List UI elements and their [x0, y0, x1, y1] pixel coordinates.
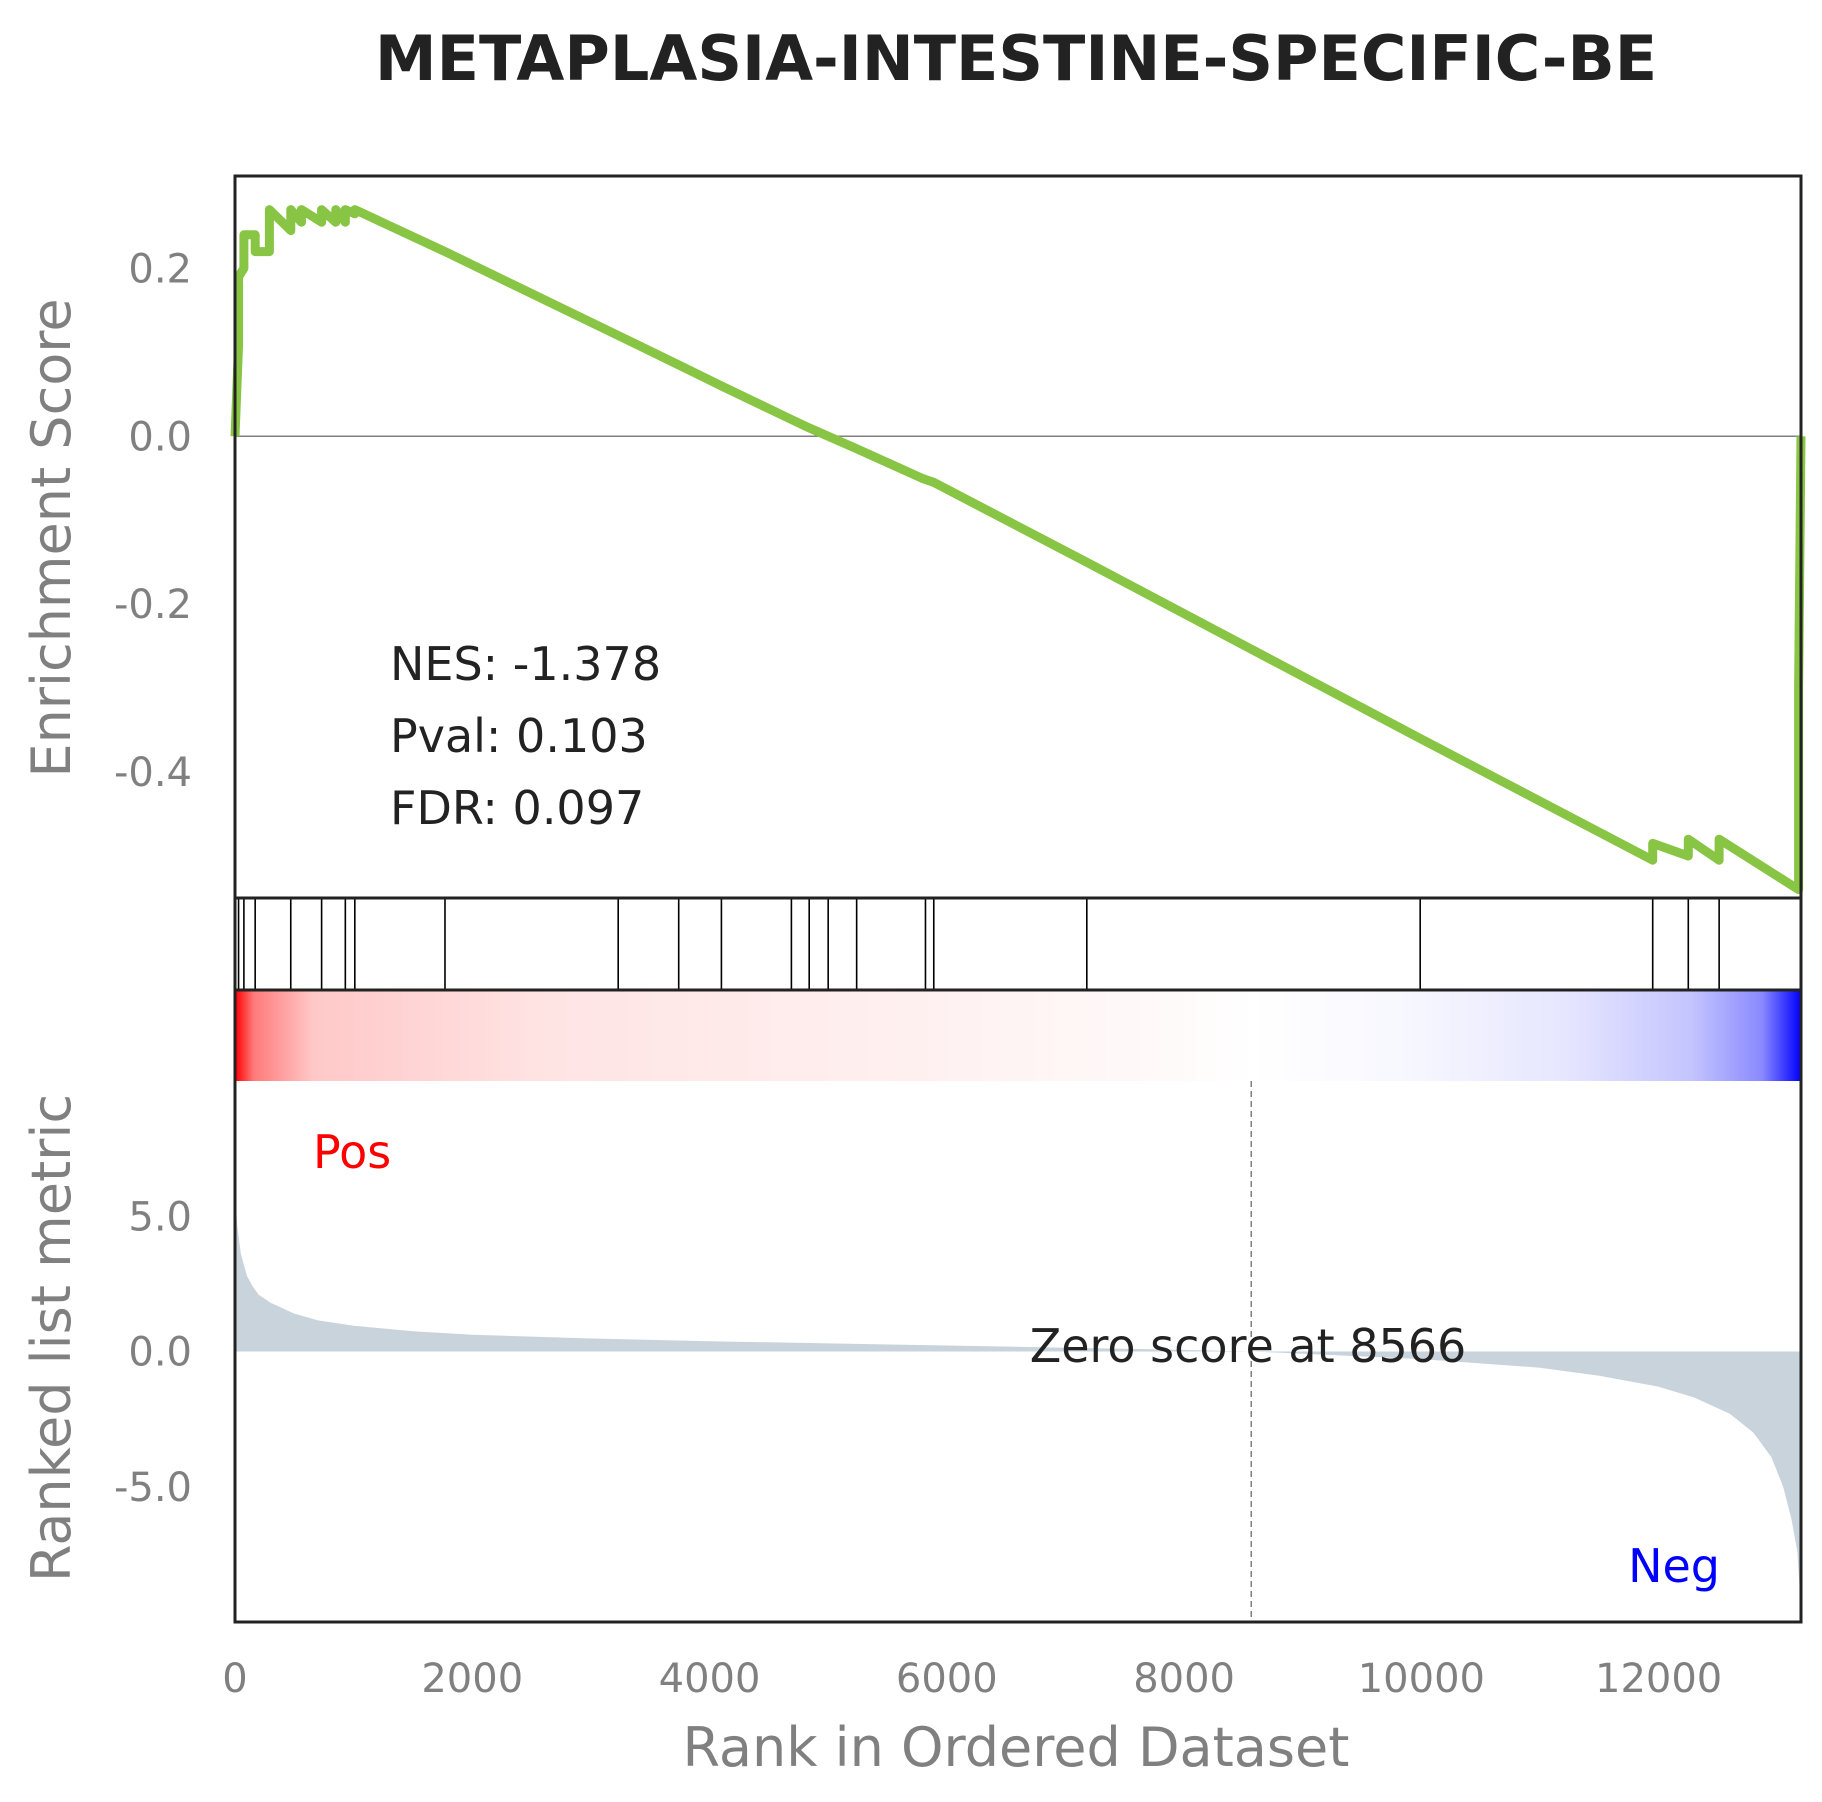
es-y-axis-ticks: 0.2 0.0 -0.2 -0.4 — [114, 246, 192, 796]
x-tick-label: 4000 — [659, 1656, 761, 1702]
ranked-metric-area — [235, 1194, 1801, 1612]
x-tick-label: 12000 — [1595, 1656, 1722, 1702]
es-panel: 0.2 0.0 -0.2 -0.4 NES: -1.378 Pval: 0.103 F… — [114, 174, 1806, 900]
es-y-tick-label: -0.2 — [114, 582, 192, 628]
metric-y-tick-label: 0.0 — [128, 1330, 192, 1376]
metric-y-axis-label: Ranked list metric — [20, 1094, 83, 1582]
metric-y-tick-label: -5.0 — [114, 1465, 192, 1511]
x-tick-label: 8000 — [1133, 1656, 1235, 1702]
pval-label: Pval: 0.103 — [390, 709, 648, 763]
metric-y-tick-label: 5.0 — [128, 1194, 192, 1240]
es-y-tick-label: -0.4 — [114, 750, 192, 796]
rank-color-bar — [235, 990, 1801, 1081]
neg-label: Neg — [1628, 1539, 1720, 1593]
fdr-label: FDR: 0.097 — [390, 781, 644, 835]
x-tick-label: 10000 — [1358, 1656, 1485, 1702]
x-tick-label: 0 — [222, 1656, 247, 1702]
es-y-axis-label: Enrichment Score — [20, 298, 83, 777]
enrichment-score-line — [230, 205, 1806, 895]
es-y-tick-label: 0.0 — [128, 414, 192, 460]
zero-score-label: Zero score at 8566 — [1030, 1319, 1467, 1373]
pos-label: Pos — [313, 1125, 391, 1179]
x-tick-label: 2000 — [421, 1656, 523, 1702]
metric-panel: 5.0 0.0 -5.0 Pos Neg Zero score at 8566 — [114, 1081, 1801, 1622]
chart-title: METAPLASIA-INTESTINE-SPECIFIC-BE — [375, 22, 1657, 95]
metric-y-axis-ticks: 5.0 0.0 -5.0 — [114, 1194, 192, 1511]
metric-panel-frame — [233, 988, 1803, 1624]
nes-label: NES: -1.378 — [390, 637, 661, 691]
es-y-tick-label: 0.2 — [128, 246, 192, 292]
x-axis-ticks: 0 2000 4000 6000 8000 10000 12000 — [222, 1656, 1722, 1702]
hit-panel-frame — [233, 896, 1803, 992]
x-axis-label: Rank in Ordered Dataset — [683, 1716, 1350, 1779]
gene-hit-panel — [237, 898, 1720, 990]
x-tick-label: 6000 — [896, 1656, 998, 1702]
